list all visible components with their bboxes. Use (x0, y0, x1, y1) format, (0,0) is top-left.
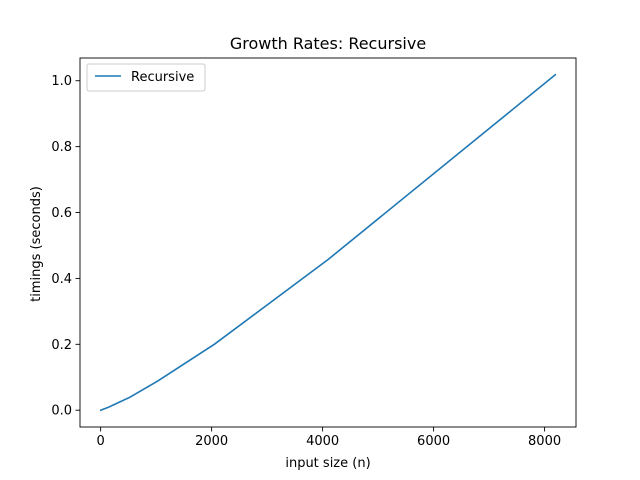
y-tick-label: 0.8 (51, 140, 72, 155)
y-axis-label: timings (seconds) (29, 186, 44, 302)
x-tick-label: 4000 (306, 434, 339, 449)
y-tick-label: 0.2 (51, 338, 72, 353)
series-line-recursive (99, 73, 557, 412)
y-tick-label: 0.4 (51, 272, 72, 287)
chart-title: Growth Rates: Recursive (230, 34, 426, 53)
legend-label-recursive: Recursive (131, 70, 194, 85)
axes-frame (79, 57, 577, 428)
x-axis-label: input size (n) (285, 456, 370, 471)
x-tick-label: 8000 (528, 434, 561, 449)
y-tick-label: 0.6 (51, 206, 72, 221)
x-tick-label: 6000 (417, 434, 450, 449)
y-tick-label: 1.0 (51, 74, 72, 89)
plot-area: 0 2000 4000 6000 8000 0.0 0.2 0.4 0.6 0.8 1.0 (51, 57, 577, 449)
y-tick-label: 0.0 (51, 404, 72, 419)
legend-box (86, 63, 206, 92)
legend: Recursive (86, 63, 206, 92)
x-tick-label: 2000 (195, 434, 228, 449)
x-tick-label: 0 (97, 434, 105, 449)
